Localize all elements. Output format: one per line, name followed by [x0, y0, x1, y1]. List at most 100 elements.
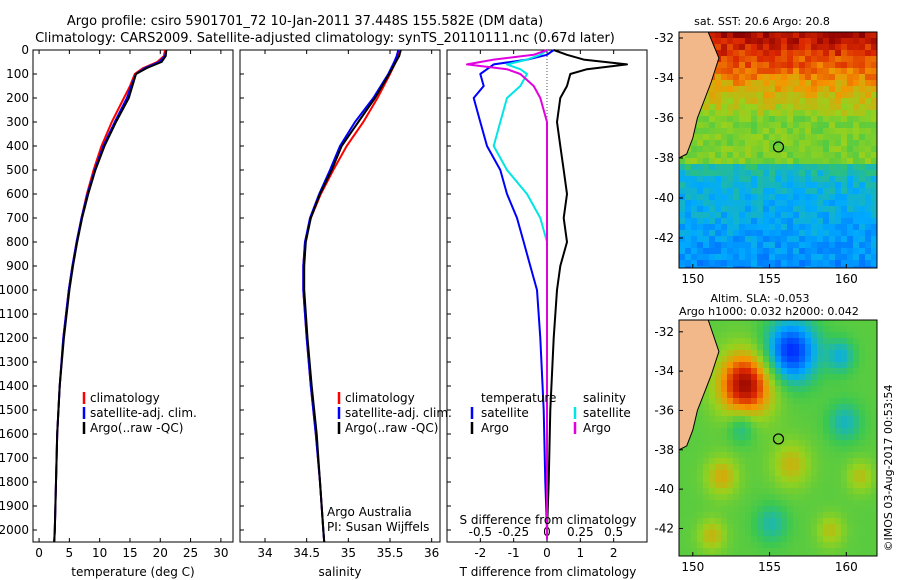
x-tick-label: 2: [610, 546, 618, 560]
sst-map: -32 -34 -36 -38 -40 -42 150 155 160: [654, 31, 878, 286]
lat-tick-label: -40: [654, 191, 674, 205]
x-tick-label: 34.5: [293, 546, 320, 560]
land-mass: [679, 32, 720, 159]
temperature-xlabel: temperature (deg C): [71, 565, 194, 579]
legend-label-clim: climatology: [345, 391, 415, 405]
depth-tick-label: 1400: [0, 379, 29, 393]
depth-tick-label: 1300: [0, 355, 29, 369]
depth-tick-label: 1800: [0, 475, 29, 489]
legend-label-argo: Argo(..raw -QC): [90, 421, 183, 435]
x-tick-label: 35.5: [377, 546, 404, 560]
legend-title-salinity: salinity: [583, 391, 626, 405]
profile-location-marker: [772, 433, 785, 445]
lon-tick-label: 155: [758, 560, 781, 574]
salinity-plot: 34 34.5 35 35.5 36: [257, 49, 439, 560]
depth-axis: 0 100 200 300 400 500 600 700 800 900 1000 1100 1200…: [0, 43, 451, 537]
x-tick-label: 0: [35, 546, 43, 560]
map-frame: [678, 319, 878, 557]
lat-tick-label: -32: [654, 325, 674, 339]
lon-tick-label: 160: [835, 560, 858, 574]
profile-location-marker: [772, 141, 785, 153]
x-tick-label: 25: [183, 546, 198, 560]
x-tick-label: 34: [257, 546, 272, 560]
depth-tick-label: 800: [6, 235, 29, 249]
x-tick-label-top: 0.25: [567, 525, 594, 539]
x-tick-label: 30: [213, 546, 228, 560]
legend-label-sat: satellite-adj. clim.: [345, 406, 452, 420]
lat-tick-label: -36: [654, 403, 674, 417]
x-tick-label: -2: [474, 546, 486, 560]
x-tick-label: 35: [341, 546, 356, 560]
legend-label-clim: climatology: [90, 391, 160, 405]
x-tick-label: 20: [153, 546, 168, 560]
lon-tick-label: 150: [681, 560, 704, 574]
credit-line-2: PI: Susan Wijffels: [327, 520, 429, 534]
title-line-2: Climatology: CARS2009. Satellite-adjuste…: [35, 31, 615, 46]
legend-label-t-argo: Argo: [481, 421, 509, 435]
series-line-3: [303, 49, 402, 543]
lat-tick-label: -34: [654, 71, 674, 85]
depth-tick-label: 0: [21, 43, 29, 57]
difference-plot: -2 -1 0 1 2-0.5 -0.25 0 0.25 0.5: [466, 49, 628, 560]
x-tick-label: 1: [577, 546, 585, 560]
credit-line-1: Argo Australia: [327, 505, 412, 519]
series-line-1: [53, 49, 167, 543]
series-line-2: [546, 49, 628, 540]
legend-label-sat: satellite-adj. clim.: [90, 406, 197, 420]
lat-tick-label: -38: [654, 443, 674, 457]
lat-tick-label: -34: [654, 364, 674, 378]
depth-tick-label: 900: [6, 259, 29, 273]
lat-tick-label: -42: [654, 521, 674, 535]
depth-tick-label: 1500: [0, 403, 29, 417]
depth-tick-label: 1600: [0, 427, 29, 441]
difference-legend: temperature satellite Argo salinity sate…: [470, 391, 631, 435]
salinity-xlabel: salinity: [318, 565, 361, 579]
sla-map-title-1: Altim. SLA: -0.053: [710, 292, 809, 305]
depth-tick-label: 1700: [0, 451, 29, 465]
lat-tick-label: -38: [654, 151, 674, 165]
x-tick-label: 15: [122, 546, 137, 560]
sla-map: -32 -34 -36 -38 -40 -42 150 155 160: [654, 319, 878, 574]
temperature-plot: 0 5 10 15 20 25 30: [35, 49, 229, 560]
map-frame: [678, 31, 878, 269]
depth-tick-label: 300: [6, 115, 29, 129]
temperature-panel-frame: [32, 49, 234, 543]
x-tick-label: 10: [92, 546, 107, 560]
map-field: [679, 320, 877, 556]
series-line-1: [472, 49, 555, 540]
depth-tick-label: 200: [6, 91, 29, 105]
depth-tick-label: 1100: [0, 307, 29, 321]
x-tick-label: 5: [66, 546, 74, 560]
salinity-panel-frame: [239, 49, 441, 543]
depth-tick-label: 1900: [0, 499, 29, 513]
lat-tick-label: -36: [654, 111, 674, 125]
depth-tick-label: 600: [6, 187, 29, 201]
series-line-2: [302, 49, 400, 543]
lat-tick-label: -42: [654, 231, 674, 245]
difference-xlabel-top: S difference from climatology: [460, 513, 637, 527]
lon-tick-label: 150: [681, 272, 704, 286]
x-tick-label: 36: [424, 546, 439, 560]
series-line-4: [466, 49, 548, 540]
depth-tick-label: 100: [6, 67, 29, 81]
title-line-1: Argo profile: csiro 5901701_72 10-Jan-20…: [67, 14, 543, 29]
lon-tick-label: 155: [758, 272, 781, 286]
depth-tick-label: 500: [6, 163, 29, 177]
lat-tick-label: -40: [654, 482, 674, 496]
copyright-footer: ©IMOS 03-Aug-2017 00:53:54: [882, 385, 895, 552]
legend-label-s-argo: Argo: [583, 421, 611, 435]
x-tick-label: -1: [508, 546, 520, 560]
depth-tick-label: 400: [6, 139, 29, 153]
lat-tick-label: -32: [654, 31, 674, 45]
sla-map-title-2: Argo h1000: 0.032 h2000: 0.042: [679, 305, 859, 318]
salinity-legend: climatology satellite-adj. clim. Argo(..…: [337, 391, 452, 435]
temperature-legend: climatology satellite-adj. clim. Argo(..…: [82, 391, 197, 435]
x-tick-label-top: 0.5: [604, 525, 623, 539]
depth-tick-label: 2000: [0, 523, 29, 537]
legend-label-t-sat: satellite: [481, 406, 529, 420]
land-mass: [679, 320, 720, 451]
sst-map-title: sat. SST: 20.6 Argo: 20.8: [694, 15, 830, 28]
series-line-3: [492, 49, 548, 540]
x-tick-label-top: -0.25: [498, 525, 529, 539]
